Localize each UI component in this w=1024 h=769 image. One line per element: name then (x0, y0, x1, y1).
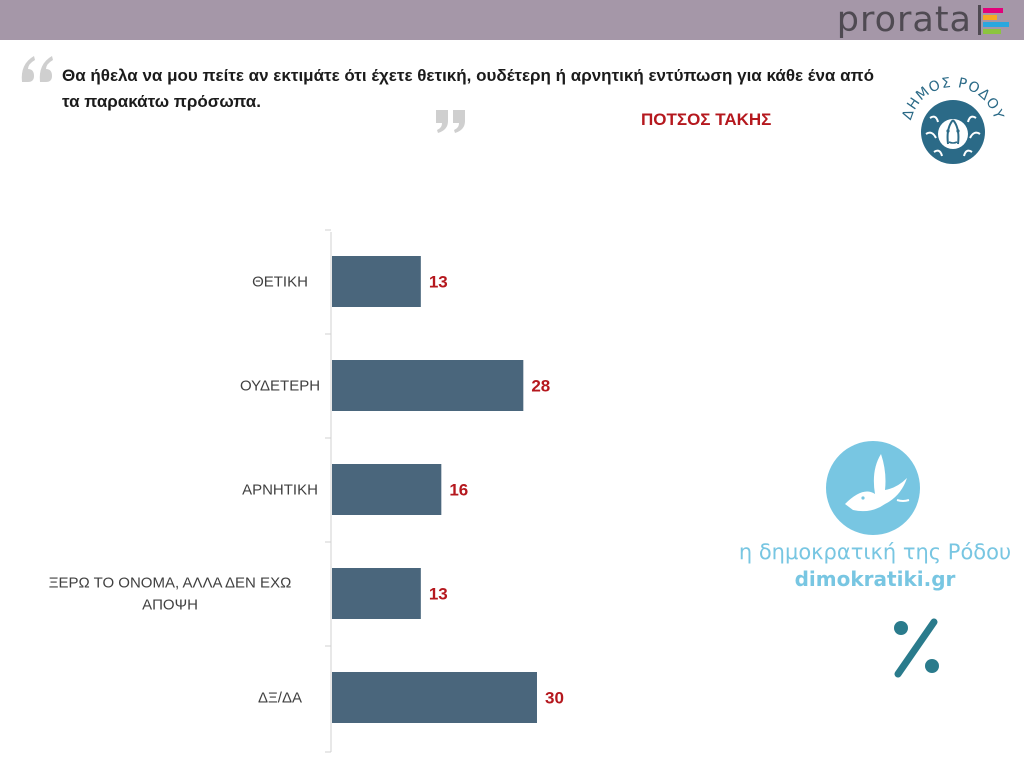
category-label: ΞΕΡΩ ΤΟ ΟΝΟΜΑ, ΑΛΛΑ ΔΕΝ ΕΧΩ ΑΠΟΨΗ (49, 575, 292, 614)
bar-value-label: 28 (531, 377, 550, 396)
person-name: ΠΟΤΣΟΣ ΤΑΚΗΣ (641, 110, 772, 129)
watermark-line2: dimokratiki.gr (794, 567, 956, 591)
bar-value-label: 13 (429, 273, 448, 292)
bar (332, 256, 421, 307)
bar (332, 672, 537, 723)
category-label: ΔΞ/ΔΑ (258, 690, 302, 707)
bar-value-label: 13 (429, 585, 448, 604)
prorata-logo-icon (976, 5, 1012, 35)
bar (332, 360, 524, 411)
bar-chart: 13 ΘΕΤΙΚΗ 28 ΟΥΔΕΤΕΡΗ 16 ΑΡΝΗΤΙΚΗ 13 ΞΕΡΩ ΤΟ ΟΝ… (49, 229, 564, 753)
medusa-head-icon (921, 100, 985, 164)
percent-icon (894, 618, 939, 678)
brand-name: prorata (836, 0, 972, 40)
dove-icon (823, 440, 923, 536)
header-bar: prorata (0, 0, 1024, 40)
municipality-logo: ΔΗΜΟΣ ΡΟΔΟΥ (892, 68, 1014, 168)
bar-value-label: 16 (449, 481, 468, 500)
quote-open-icon (21, 56, 53, 82)
bar (332, 464, 442, 515)
quote-close-icon (436, 110, 465, 133)
brand: prorata (837, 1, 1012, 39)
question-text: Θα ήθελα να μου πείτε αν εκτιμάτε ότι έχ… (62, 66, 874, 111)
bar (332, 568, 421, 619)
category-label: ΟΥΔΕΤΕΡΗ (240, 378, 320, 395)
category-label: ΑΡΝΗΤΙΚΗ (242, 482, 318, 499)
bar-value-label: 30 (545, 689, 564, 708)
watermark-line1: η δημοκρατική της Ρόδου (738, 540, 1012, 564)
category-label: ΘΕΤΙΚΗ (252, 274, 308, 291)
